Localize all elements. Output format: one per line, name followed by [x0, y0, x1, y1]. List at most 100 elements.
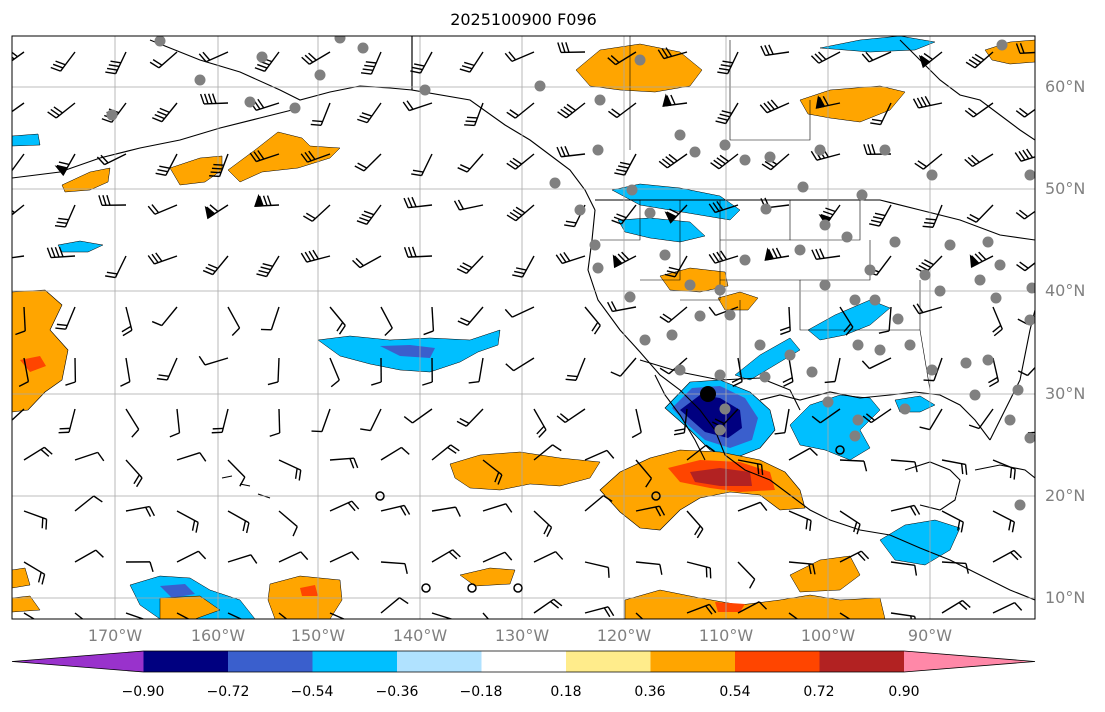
station-dot: [982, 236, 994, 248]
station-dot: [684, 279, 696, 291]
wind-barb: [125, 459, 143, 488]
wind-barb: [482, 551, 513, 563]
station-dot: [926, 169, 938, 181]
wind-barb: [631, 408, 642, 439]
wind-barb: [737, 501, 768, 512]
wind-barb: [686, 603, 717, 615]
station-dot: [794, 244, 806, 256]
patch-dark-red: [690, 468, 752, 486]
wind-barb: [105, 51, 127, 75]
patch-light-blue: [57, 240, 104, 253]
wind-barb: [453, 199, 484, 211]
colorbar-segment: [397, 651, 482, 672]
border-us-canada: [595, 199, 1035, 241]
wind-barb: [788, 561, 816, 575]
patch-light-blue: [12, 133, 41, 147]
wind-barb: [278, 510, 298, 537]
wind-barb: [533, 408, 547, 438]
station-dot: [994, 259, 1006, 271]
state-border: [800, 240, 871, 281]
wind-barb: [176, 510, 199, 533]
wind-barb: [227, 510, 250, 534]
wind-barb: [737, 459, 764, 475]
station-dot: [1024, 169, 1035, 181]
wind-barb: [278, 612, 299, 619]
patch-orange: [575, 43, 703, 93]
station-dot: [592, 144, 604, 156]
wind-barb: [506, 204, 535, 222]
wind-barb: [557, 42, 586, 54]
patch-orange: [12, 595, 41, 613]
wind-barb: [278, 459, 302, 481]
wind-barb: [659, 306, 688, 323]
wind-barb: [1044, 454, 1073, 470]
wind-barb: [468, 357, 484, 384]
station-dot: [784, 349, 796, 361]
wind-barb: [303, 204, 331, 222]
wind-barb: [737, 601, 768, 614]
station-dot: [639, 334, 651, 346]
station-dot: [594, 94, 606, 106]
lon-label: 110°W: [698, 626, 754, 645]
colorbar-segment: [735, 651, 820, 672]
wind-barb: [686, 510, 704, 539]
wind-barb: [74, 495, 103, 512]
wind-barb: [941, 561, 970, 574]
station-dot: [1012, 384, 1024, 396]
state-borders: [600, 36, 931, 391]
wind-barb: [151, 102, 178, 123]
wind-barb: [1015, 43, 1035, 55]
wind-barb: [354, 153, 382, 172]
wind-barb: [824, 357, 841, 384]
patch-orange: [12, 567, 31, 589]
lon-label: 140°W: [392, 626, 448, 645]
wind-barb: [147, 204, 178, 215]
wind-barb: [12, 204, 25, 221]
wind-barb: [779, 306, 791, 336]
colorbar-tick-label: 0.54: [719, 684, 751, 700]
station-dots: [106, 36, 1035, 511]
wind-barb: [565, 357, 586, 381]
wind-barb: [610, 357, 637, 377]
station-dot: [357, 42, 369, 54]
wind-barb: [1015, 204, 1035, 220]
patch-orange: [169, 155, 223, 186]
wind-barb: [410, 51, 433, 74]
wind-barb: [209, 153, 229, 178]
station-dot: [874, 344, 886, 356]
wind-barb: [23, 612, 45, 619]
open-circle-marker: [467, 583, 477, 593]
colorbar-segment: [819, 651, 905, 672]
station-dot: [969, 389, 981, 401]
wind-barb: [457, 306, 484, 326]
wind-barb: [260, 306, 280, 331]
lon-label: 130°W: [494, 626, 550, 645]
station-dot: [644, 207, 656, 219]
wind-barb: [176, 550, 207, 563]
station-dot: [889, 236, 901, 248]
wind-barb: [964, 153, 994, 168]
colorbar-tick-label: 0.72: [803, 684, 835, 700]
open-circle-marker: [651, 491, 661, 501]
tc-center-marker: [700, 386, 716, 402]
station-dot: [892, 313, 904, 325]
wind-barb: [482, 503, 513, 513]
wind-barb: [878, 306, 892, 334]
wind-barb: [686, 444, 715, 461]
station-dot: [754, 339, 766, 351]
wind-barb: [737, 561, 756, 589]
wind-barb: [992, 510, 1016, 533]
wind-barb: [329, 500, 360, 512]
station-dot: [982, 354, 994, 366]
wind-barb: [686, 561, 712, 579]
station-dot: [724, 309, 736, 321]
patch-light-blue: [819, 36, 936, 53]
state-border: [790, 200, 861, 241]
station-dot: [666, 329, 678, 341]
wind-barb: [988, 357, 1000, 388]
lat-label: 50°N: [1045, 179, 1086, 198]
station-dot: [764, 151, 776, 163]
wind-barbs: [12, 42, 1073, 619]
wind-barb: [371, 357, 382, 386]
wind-barb: [992, 602, 1023, 614]
